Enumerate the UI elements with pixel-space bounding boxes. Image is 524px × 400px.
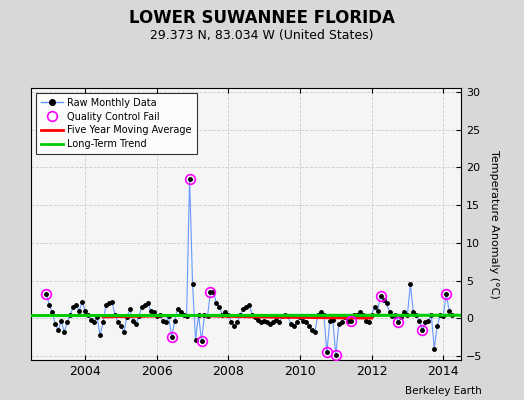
Text: Berkeley Earth: Berkeley Earth: [406, 386, 482, 396]
Legend: Raw Monthly Data, Quality Control Fail, Five Year Moving Average, Long-Term Tren: Raw Monthly Data, Quality Control Fail, …: [36, 93, 197, 154]
Y-axis label: Temperature Anomaly (°C): Temperature Anomaly (°C): [489, 150, 499, 298]
Text: LOWER SUWANNEE FLORIDA: LOWER SUWANNEE FLORIDA: [129, 9, 395, 27]
Text: 29.373 N, 83.034 W (United States): 29.373 N, 83.034 W (United States): [150, 30, 374, 42]
